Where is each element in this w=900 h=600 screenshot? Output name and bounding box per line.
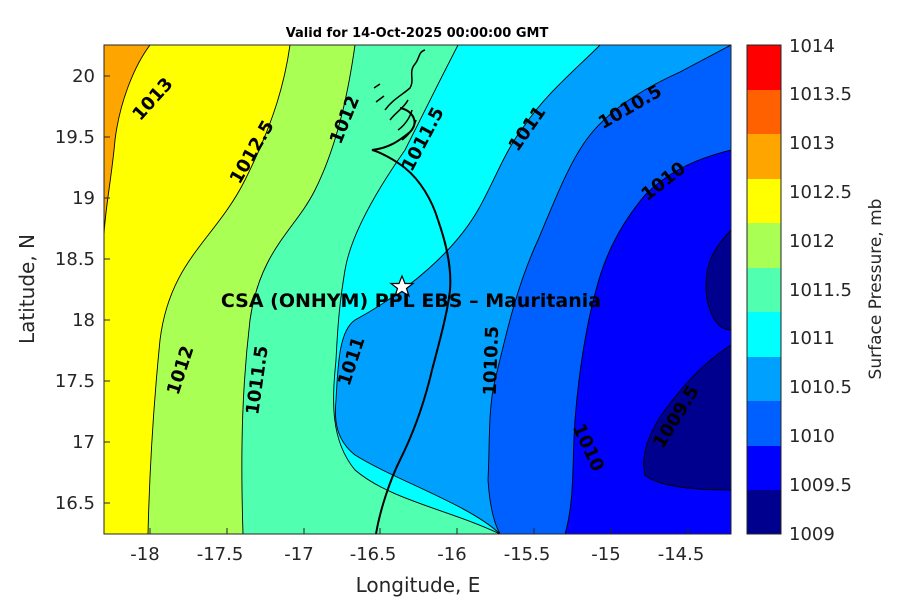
contour-line-1009.5-b [643, 344, 731, 491]
contour-line-1012.5 [147, 45, 291, 534]
contour-line-1012 [241, 45, 356, 534]
colorbar-tick-label: 1011 [789, 328, 835, 349]
colorbar-swatch [747, 312, 781, 357]
contour-line-1011.5 [333, 45, 501, 534]
colorbar-tick-label: 1013.5 [789, 84, 852, 105]
x-axis [149, 528, 689, 534]
y-axis-label: Latitude, N [15, 234, 39, 344]
plot-frame [103, 44, 732, 535]
y-tick-labels: 16.5 17 17.5 18 18.5 19 19.5 20 [55, 66, 95, 514]
y-axis [104, 75, 110, 504]
y-tick-label: 20 [72, 66, 95, 87]
coastline-main [371, 107, 452, 534]
site-marker: CSA (ONHYM) PPL EBS – Mauritania [221, 274, 601, 312]
y-tick-label: 17 [72, 432, 95, 453]
x-tick-label: -15 [591, 544, 620, 565]
x-tick-label: -15.5 [504, 544, 551, 565]
colorbar-swatch [747, 490, 781, 534]
contour-line-1010.5 [487, 45, 731, 534]
contour-label: 1010.5 [480, 326, 503, 396]
contour-line-1010 [564, 149, 731, 534]
colorbar-tick-label: 1009 [789, 524, 835, 545]
y-tick-label: 19.5 [55, 127, 95, 148]
colorbar-tick-label: 1014 [789, 36, 835, 57]
colorbar-swatch [747, 268, 781, 312]
site-star-icon [389, 274, 415, 298]
colorbar-tick-label: 1013 [789, 133, 835, 154]
x-tick-label: -16 [437, 544, 466, 565]
colorbar-swatch [747, 401, 781, 446]
colorbar-tick-label: 1010 [789, 426, 835, 447]
x-tick-label: -18 [130, 544, 159, 565]
colorbar-tick-label: 1012 [789, 231, 835, 252]
x-axis-label: Longitude, E [356, 573, 481, 597]
colorbar-label: Surface Pressure, mb [866, 199, 886, 380]
contour-line-1013 [104, 45, 151, 236]
colorbar-swatch [747, 134, 781, 179]
colorbar-swatch [747, 90, 781, 134]
y-tick-label: 17.5 [55, 371, 95, 392]
contour-fill [104, 45, 731, 534]
site-label: CSA (ONHYM) PPL EBS – Mauritania [221, 290, 601, 312]
colorbar-tick-label: 1009.5 [789, 475, 852, 496]
colorbar-tick-label: 1010.5 [789, 377, 852, 398]
colorbar-swatch [747, 446, 781, 490]
x-tick-label: -17.5 [197, 544, 244, 565]
colorbar-tick-label: 1011.5 [789, 280, 852, 301]
y-tick-label: 16.5 [55, 493, 95, 514]
colorbar-tick-label: 1012.5 [789, 182, 852, 203]
colorbar-swatch [747, 179, 781, 223]
x-tick-label: -17 [284, 544, 313, 565]
y-tick-label: 19 [72, 188, 95, 209]
contour-lines [104, 45, 731, 534]
x-tick-labels: -18 -17.5 -17 -16.5 -16 -15.5 -15 -14.5 [130, 544, 704, 565]
coastline [371, 49, 452, 534]
y-tick-label: 18 [72, 310, 95, 331]
x-tick-label: -16.5 [350, 544, 397, 565]
x-tick-label: -14.5 [658, 544, 705, 565]
y-tick-label: 18.5 [55, 249, 95, 270]
colorbar-swatch [747, 223, 781, 268]
coastline-banc-arguin [373, 49, 426, 141]
band-1009 [643, 230, 731, 490]
contour-line-1009.5-a [705, 229, 731, 331]
chart-title: Valid for 14-Oct-2025 00:00:00 GMT [286, 26, 549, 41]
colorbar: 1009 1009.5 1010 1010.5 1011 1011.5 1012… [746, 36, 886, 545]
colorbar-swatch [747, 357, 781, 401]
colorbar-swatch [747, 45, 781, 90]
contour-line-1011 [334, 45, 601, 534]
colorbar-frame [746, 44, 782, 535]
